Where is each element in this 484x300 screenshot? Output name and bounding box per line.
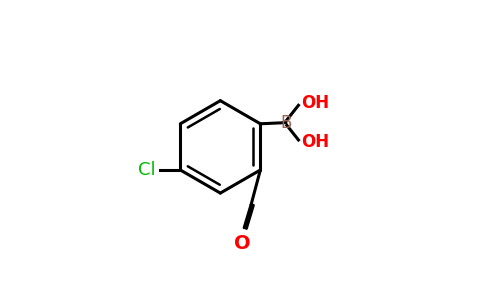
Text: OH: OH (301, 133, 329, 151)
Text: O: O (234, 233, 250, 253)
Text: Cl: Cl (138, 161, 156, 179)
Text: B: B (280, 114, 291, 132)
Text: OH: OH (301, 94, 329, 112)
